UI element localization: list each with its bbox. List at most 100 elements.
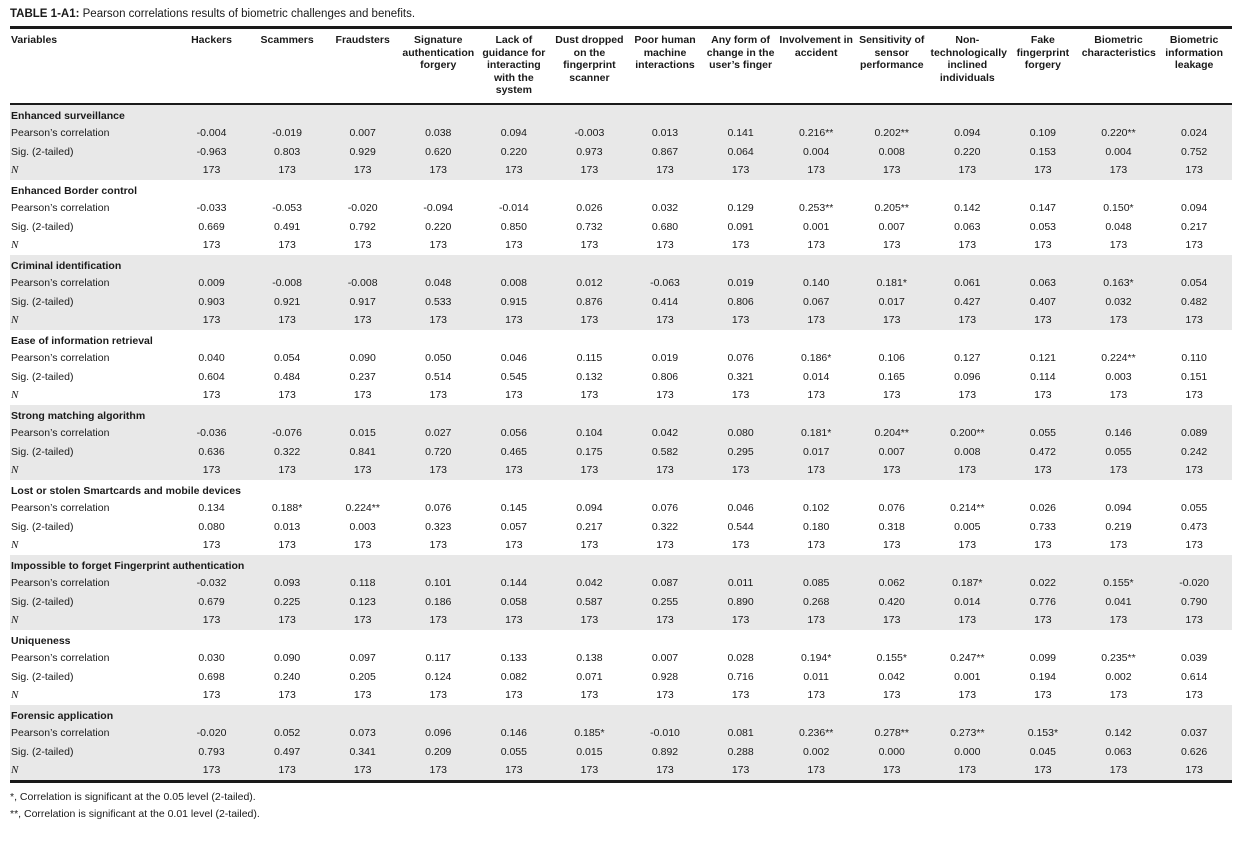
value-cell: 0.003 (349, 520, 376, 533)
value-cell: 173 (656, 689, 674, 701)
value-cell: 173 (1109, 314, 1128, 326)
value-cell: 0.080 (198, 520, 225, 533)
value-cell: 0.793 (198, 745, 225, 758)
value-cell: 0.013 (273, 520, 301, 533)
column-header: Dust dropped on the fingerprint scanner (555, 34, 624, 84)
value-cell: 173 (278, 239, 296, 251)
value-cell: 0.011 (727, 577, 754, 589)
value-cell: 0.790 (1180, 595, 1208, 608)
value-cell: 0.037 (1180, 727, 1208, 739)
value-cell: 0.321 (727, 370, 754, 383)
value-cell: -0.010 (650, 727, 680, 739)
value-cell: 0.115 (576, 352, 603, 364)
data-row: Pearson’s correlation -0.020 0.052 0.073 0.0… (10, 724, 1232, 743)
value-cell: 0.048 (425, 277, 452, 289)
footnote-001: **, Correlation is significant at the 0.… (10, 807, 260, 820)
value-cell: 0.093 (273, 577, 301, 589)
value-cell: 173 (958, 389, 977, 401)
value-cell: 0.472 (1029, 445, 1057, 458)
value-cell: 0.003 (1105, 370, 1132, 383)
value-cell: 0.236** (798, 727, 834, 739)
data-row: Sig. (2-tailed) 0.903 0.921 0.917 0.533 0.915… (10, 292, 1232, 311)
value-cell: 0.094 (1180, 202, 1208, 214)
value-cell: 0.007 (651, 652, 679, 664)
value-cell: 0.876 (576, 295, 603, 308)
value-cell: 0.253** (798, 202, 834, 214)
value-cell: 173 (1185, 764, 1203, 776)
value-cell: 0.076 (727, 352, 754, 364)
value-cell: 0.014 (954, 595, 981, 608)
value-cell: 0.473 (1180, 520, 1208, 533)
value-cell: 0.109 (1029, 127, 1057, 139)
value-cell: 0.052 (273, 727, 301, 739)
value-cell: 0.225 (273, 595, 301, 608)
value-cell: 0.204** (874, 427, 909, 439)
data-row: N 173 173 173 173 173 173 173 173 173 173 173 173 173… (10, 311, 1232, 330)
value-cell: 0.604 (198, 370, 225, 383)
value-cell: 173 (580, 164, 599, 176)
value-cell: 173 (505, 614, 523, 626)
value-cell: 173 (807, 164, 825, 176)
value-cell: 173 (731, 164, 750, 176)
value-cell: 0.194 (1029, 670, 1057, 683)
value-cell: 173 (278, 389, 296, 401)
data-row: Sig. (2-tailed) 0.669 0.491 0.792 0.220 0.850… (10, 218, 1232, 237)
value-cell: 173 (882, 239, 901, 251)
value-cell: 173 (202, 164, 221, 176)
value-cell: 173 (353, 314, 372, 326)
value-cell: 0.792 (349, 220, 376, 233)
value-cell: 0.153* (1027, 727, 1059, 739)
value-cell: 0.220 (954, 145, 981, 158)
value-cell: 173 (580, 239, 599, 251)
value-cell: 173 (1034, 464, 1052, 476)
footnote-005: *, Correlation is significant at the 0.0… (10, 790, 256, 803)
value-cell: 0.121 (1029, 352, 1057, 364)
value-cell: 173 (1109, 239, 1128, 251)
value-cell: 0.867 (651, 145, 679, 158)
value-cell: 0.903 (198, 295, 225, 308)
value-cell: 0.008 (500, 277, 527, 289)
value-cell: 0.008 (954, 445, 981, 458)
value-cell: -0.094 (423, 202, 454, 214)
value-cell: 0.064 (727, 145, 754, 158)
value-cell: 0.096 (954, 370, 981, 383)
value-cell: 0.803 (273, 145, 301, 158)
row-label: Pearson’s correlation (11, 202, 110, 214)
value-cell: 173 (1034, 239, 1052, 251)
column-header: Fraudsters (335, 34, 390, 46)
value-cell: 0.094 (954, 127, 981, 139)
group-label: Criminal identification (11, 259, 122, 272)
value-cell: 0.482 (1180, 295, 1208, 308)
value-cell: 173 (505, 464, 523, 476)
value-cell: 0.090 (273, 652, 301, 664)
value-cell: 173 (882, 764, 901, 776)
value-cell: 0.000 (878, 745, 905, 758)
data-row: Sig. (2-tailed) 0.793 0.497 0.341 0.209 0.055… (10, 742, 1232, 761)
data-row: Pearson’s correlation -0.036 -0.076 0.015 0.… (10, 424, 1232, 443)
value-cell: 0.038 (425, 127, 452, 139)
value-cell: 0.465 (500, 445, 527, 458)
value-cell: 173 (731, 764, 750, 776)
value-cell: 173 (353, 689, 372, 701)
data-row: Sig. (2-tailed) 0.698 0.240 0.205 0.124 0.082… (10, 668, 1232, 687)
value-cell: 0.055 (1105, 445, 1132, 458)
value-cell: 173 (505, 389, 523, 401)
value-cell: 173 (882, 614, 901, 626)
data-row: N 173 173 173 173 173 173 173 173 173 173 173 173 173… (10, 611, 1232, 630)
value-cell: 0.153 (1029, 145, 1057, 158)
value-cell: 173 (656, 464, 674, 476)
value-cell: 0.806 (651, 370, 679, 383)
value-cell: 0.042 (878, 670, 905, 683)
value-cell: 173 (1109, 389, 1128, 401)
row-label: Sig. (2-tailed) (11, 520, 74, 533)
column-header: Fake fingerprint forgery (1016, 34, 1070, 71)
value-cell: 0.242 (1180, 445, 1208, 458)
row-label: Sig. (2-tailed) (11, 220, 74, 233)
value-cell: 173 (731, 539, 750, 551)
value-cell: 0.054 (273, 352, 301, 364)
value-cell: 173 (429, 614, 448, 626)
value-cell: 0.544 (727, 520, 754, 533)
column-header: Lack of guidance for interacting with th… (482, 34, 546, 96)
value-cell: 0.220** (1101, 127, 1136, 139)
value-cell: 0.133 (500, 652, 527, 664)
